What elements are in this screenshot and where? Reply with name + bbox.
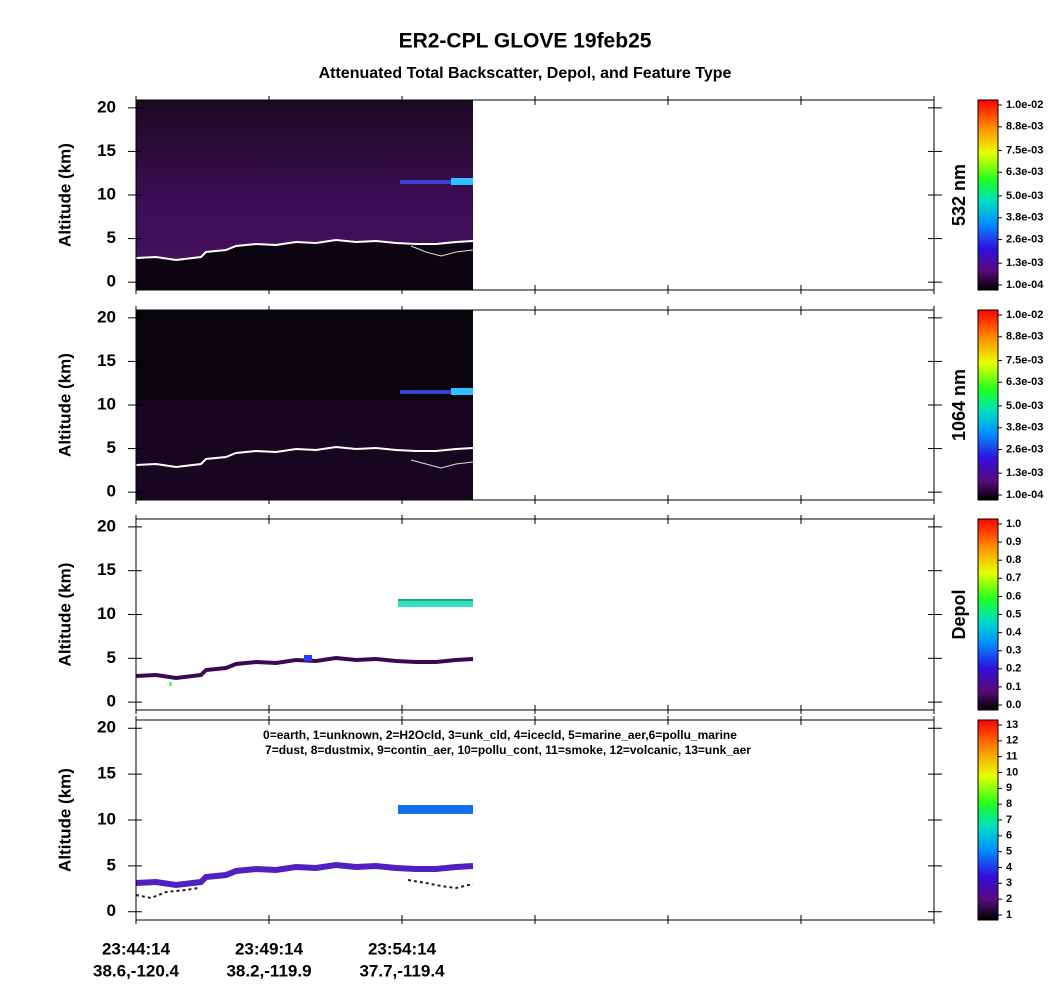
x-tick-label: 23:44:14 (102, 939, 171, 958)
y-axis-label: Altitude (km) (55, 143, 74, 247)
y-tick-label: 20 (97, 718, 116, 737)
x-tick-sublabel: 38.2,-119.9 (226, 961, 311, 980)
colorbar-tick-label: 6.3e-03 (1006, 166, 1043, 178)
annotation: 7=dust, 8=dustmix, 9=contin_aer, 10=poll… (265, 743, 751, 757)
colorbar (977, 518, 999, 711)
colorbar-tick-label: 1.0e-02 (1006, 99, 1043, 111)
colorbar-tick-label: 5 (1006, 846, 1012, 858)
colorbar-tick-label: 0.3 (1006, 645, 1021, 657)
y-tick-label: 5 (107, 855, 116, 874)
y-tick-label: 20 (97, 307, 116, 326)
y-tick-label: 10 (97, 809, 116, 828)
colorbar-tick-label: 1.0 (1006, 518, 1021, 530)
y-axis-label: Altitude (km) (55, 768, 74, 872)
y-tick-label: 0 (107, 901, 116, 920)
colorbar-tick-label: 1 (1006, 909, 1012, 921)
colorbar-tick-label: 0.9 (1006, 536, 1021, 548)
x-tick-sublabel: 38.6,-120.4 (93, 961, 180, 980)
colorbar-tick-label: 2 (1006, 893, 1012, 905)
colorbar-tick-label: 10 (1006, 766, 1018, 778)
colorbar-tick-label: 1.3e-03 (1006, 257, 1043, 269)
y-tick-label: 0 (107, 272, 116, 291)
curtain-image-532 (135, 100, 474, 290)
colorbar-tick-label: 0.4 (1006, 627, 1022, 639)
y-tick-label: 5 (107, 228, 116, 247)
colorbar-tick-label: 6.3e-03 (1006, 376, 1043, 388)
colorbar-title: 532 nm (949, 164, 969, 226)
plot-frame (135, 518, 935, 711)
colorbar-tick-label: 0.5 (1006, 608, 1021, 620)
colorbar-tick-label: 0.0 (1006, 699, 1021, 711)
colorbar-tick-label: 0.6 (1006, 590, 1021, 602)
colorbar-title: 1064 nm (949, 369, 969, 441)
x-tick-label: 23:49:14 (235, 939, 304, 958)
colorbar-title: Depol (949, 589, 969, 639)
y-tick-label: 0 (107, 482, 116, 501)
colorbar-tick-label: 0.1 (1006, 681, 1021, 693)
colorbar-tick-label: 2.6e-03 (1006, 443, 1043, 455)
colorbar-tick-label: 13 (1006, 719, 1018, 731)
colorbar (977, 99, 999, 291)
colorbar (977, 309, 999, 501)
colorbar-tick-label: 3.8e-03 (1006, 422, 1043, 434)
y-tick-label: 10 (97, 184, 116, 203)
colorbar-tick-label: 1.0e-02 (1006, 309, 1043, 321)
colorbar-tick-label: 12 (1006, 735, 1018, 747)
colorbar-tick-label: 8.8e-03 (1006, 331, 1043, 343)
colorbar-tick-label: 9 (1006, 782, 1012, 794)
y-tick-label: 5 (107, 438, 116, 457)
colorbar-tick-label: 11 (1006, 751, 1018, 763)
y-tick-label: 15 (97, 141, 116, 160)
subtitle: Attenuated Total Backscatter, Depol, and… (319, 65, 732, 82)
colorbar-tick-label: 8.8e-03 (1006, 121, 1043, 133)
y-axis-label: Altitude (km) (55, 563, 74, 667)
colorbar-tick-label: 6 (1006, 830, 1012, 842)
colorbar-tick-label: 4 (1006, 861, 1013, 873)
title: ER2-CPL GLOVE 19feb25 (399, 30, 652, 53)
colorbar-tick-label: 5.0e-03 (1006, 400, 1043, 412)
colorbar-tick-label: 3 (1006, 877, 1012, 889)
y-axis-label: Altitude (km) (55, 353, 74, 457)
y-tick-label: 5 (107, 648, 116, 667)
colorbar-tick-label: 0.7 (1006, 572, 1021, 584)
colorbar-tick-label: 2.6e-03 (1006, 233, 1043, 245)
colorbar-tick-label: 8 (1006, 798, 1012, 810)
y-tick-label: 0 (107, 692, 116, 711)
y-tick-label: 20 (97, 97, 116, 116)
colorbar-tick-label: 1.3e-03 (1006, 467, 1043, 479)
feature-image (135, 805, 474, 900)
colorbar-tick-label: 1.0e-04 (1006, 489, 1044, 501)
y-tick-label: 20 (97, 516, 116, 535)
y-tick-label: 15 (97, 560, 116, 579)
colorbar-tick-label: 7 (1006, 814, 1012, 826)
colorbar-tick-label: 0.2 (1006, 663, 1021, 675)
x-tick-sublabel: 37.7,-119.4 (359, 961, 445, 980)
colorbar (977, 719, 999, 921)
x-tick-label: 23:54:14 (368, 939, 437, 958)
y-tick-label: 10 (97, 604, 116, 623)
y-tick-label: 10 (97, 394, 116, 413)
depol-image (135, 599, 474, 686)
colorbar-tick-label: 1.0e-04 (1006, 279, 1044, 291)
annotation: 0=earth, 1=unknown, 2=H2Ocld, 3=unk_cld,… (263, 728, 737, 742)
colorbar-tick-label: 3.8e-03 (1006, 212, 1043, 224)
colorbar-tick-label: 0.8 (1006, 554, 1021, 566)
colorbar-tick-label: 7.5e-03 (1006, 144, 1043, 156)
y-tick-label: 15 (97, 764, 116, 783)
y-tick-label: 15 (97, 351, 116, 370)
colorbar-tick-label: 5.0e-03 (1006, 190, 1043, 202)
curtain-image-1064 (135, 310, 474, 500)
colorbar-tick-label: 7.5e-03 (1006, 354, 1043, 366)
